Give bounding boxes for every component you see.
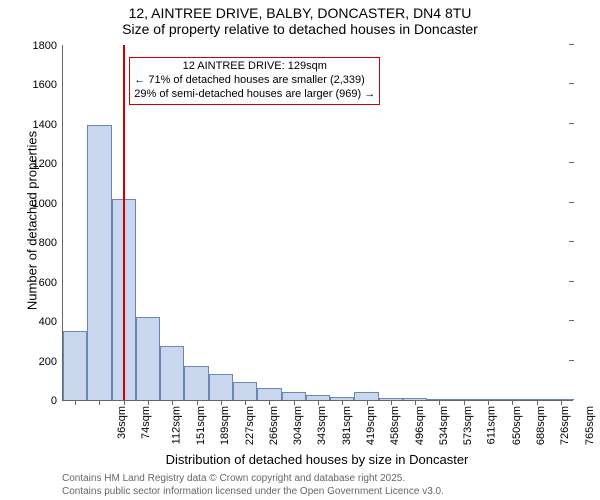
x-tick-mark <box>512 400 513 405</box>
title-line-2: Size of property relative to detached ho… <box>0 21 600 37</box>
x-tick-label: 151sqm <box>193 406 207 445</box>
histogram-bar <box>63 331 87 400</box>
x-tick-mark <box>221 400 222 405</box>
y-tick-mark <box>569 83 574 84</box>
x-tick-mark <box>415 400 416 405</box>
y-tick-label: 1600 <box>33 79 63 91</box>
x-tick-mark <box>269 400 270 405</box>
x-tick-label: 304sqm <box>290 406 304 445</box>
x-axis-label: Distribution of detached houses by size … <box>62 452 572 467</box>
x-tick-mark <box>561 400 562 405</box>
histogram-bar <box>233 382 257 400</box>
x-tick-mark <box>367 400 368 405</box>
x-tick-mark <box>391 400 392 405</box>
x-tick-label: 726sqm <box>557 406 571 445</box>
y-tick-label: 200 <box>39 356 63 368</box>
x-tick-label: 36sqm <box>114 406 128 439</box>
x-tick-mark <box>342 400 343 405</box>
x-tick-mark <box>172 400 173 405</box>
x-tick-mark <box>124 400 125 405</box>
x-tick-label: 573sqm <box>460 406 474 445</box>
histogram-bar <box>136 317 160 400</box>
x-tick-label: 266sqm <box>266 406 280 445</box>
title-line-1: 12, AINTREE DRIVE, BALBY, DONCASTER, DN4… <box>0 5 600 21</box>
chart-container: 12, AINTREE DRIVE, BALBY, DONCASTER, DN4… <box>0 0 600 500</box>
x-tick-label: 458sqm <box>387 406 401 445</box>
footer-line-2: Contains public sector information licen… <box>62 485 444 498</box>
y-tick-mark <box>569 162 574 163</box>
y-tick-label: 0 <box>51 395 63 407</box>
y-tick-label: 1800 <box>33 40 63 52</box>
x-tick-mark <box>318 400 319 405</box>
x-tick-label: 343sqm <box>315 406 329 445</box>
footer-attribution: Contains HM Land Registry data © Crown c… <box>62 472 444 498</box>
x-tick-mark <box>439 400 440 405</box>
x-tick-mark <box>99 400 100 405</box>
footer-line-1: Contains HM Land Registry data © Crown c… <box>62 472 444 485</box>
histogram-bar <box>160 346 184 400</box>
x-tick-label: 74sqm <box>138 406 152 439</box>
y-tick-mark <box>569 360 574 361</box>
x-tick-mark <box>245 400 246 405</box>
y-tick-label: 400 <box>39 316 63 328</box>
x-tick-label: 496sqm <box>412 406 426 445</box>
plot-area: 02004006008001000120014001600180036sqm74… <box>62 45 573 401</box>
x-tick-mark <box>197 400 198 405</box>
x-tick-label: 381sqm <box>339 406 353 445</box>
x-tick-label: 227sqm <box>242 406 256 445</box>
histogram-bar <box>87 125 111 400</box>
y-tick-mark <box>569 281 574 282</box>
x-tick-label: 534sqm <box>436 406 450 445</box>
x-tick-label: 419sqm <box>363 406 377 445</box>
y-tick-label: 600 <box>39 277 63 289</box>
annotation-line-2: ← 71% of detached houses are smaller (2,… <box>134 74 375 88</box>
x-tick-mark <box>75 400 76 405</box>
x-tick-label: 112sqm <box>168 406 182 444</box>
annotation-line-1: 12 AINTREE DRIVE: 129sqm <box>134 60 375 74</box>
annotation-box: 12 AINTREE DRIVE: 129sqm← 71% of detache… <box>129 57 380 104</box>
x-tick-label: 688sqm <box>533 406 547 445</box>
x-tick-mark <box>148 400 149 405</box>
histogram-bar <box>282 392 306 400</box>
y-tick-mark <box>569 320 574 321</box>
annotation-line-3: 29% of semi-detached houses are larger (… <box>134 88 375 102</box>
x-tick-label: 765sqm <box>582 406 596 445</box>
x-tick-mark <box>488 400 489 405</box>
x-tick-mark <box>464 400 465 405</box>
histogram-bar <box>354 392 378 400</box>
x-tick-label: 611sqm <box>484 406 498 444</box>
y-tick-mark <box>569 241 574 242</box>
x-tick-mark <box>294 400 295 405</box>
histogram-bar <box>184 366 208 400</box>
reference-line <box>123 45 125 400</box>
histogram-bar <box>209 374 233 400</box>
x-tick-label: 650sqm <box>509 406 523 445</box>
chart-title: 12, AINTREE DRIVE, BALBY, DONCASTER, DN4… <box>0 5 600 37</box>
x-tick-mark <box>537 400 538 405</box>
y-tick-mark <box>569 44 574 45</box>
histogram-bar <box>257 388 281 400</box>
y-tick-mark <box>569 202 574 203</box>
x-tick-label: 189sqm <box>217 406 231 445</box>
y-axis-label: Number of detached properties <box>25 120 40 320</box>
y-tick-label: 800 <box>39 237 63 249</box>
y-tick-mark <box>569 123 574 124</box>
